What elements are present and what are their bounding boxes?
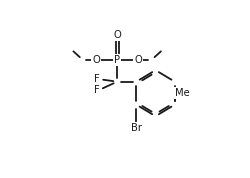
Text: O: O <box>134 55 142 65</box>
Text: O: O <box>113 30 121 40</box>
Text: O: O <box>92 55 100 65</box>
Text: P: P <box>114 55 120 65</box>
Text: Me: Me <box>175 88 190 98</box>
Text: F: F <box>94 85 99 95</box>
Text: F: F <box>94 74 99 84</box>
Text: Br: Br <box>131 123 142 133</box>
